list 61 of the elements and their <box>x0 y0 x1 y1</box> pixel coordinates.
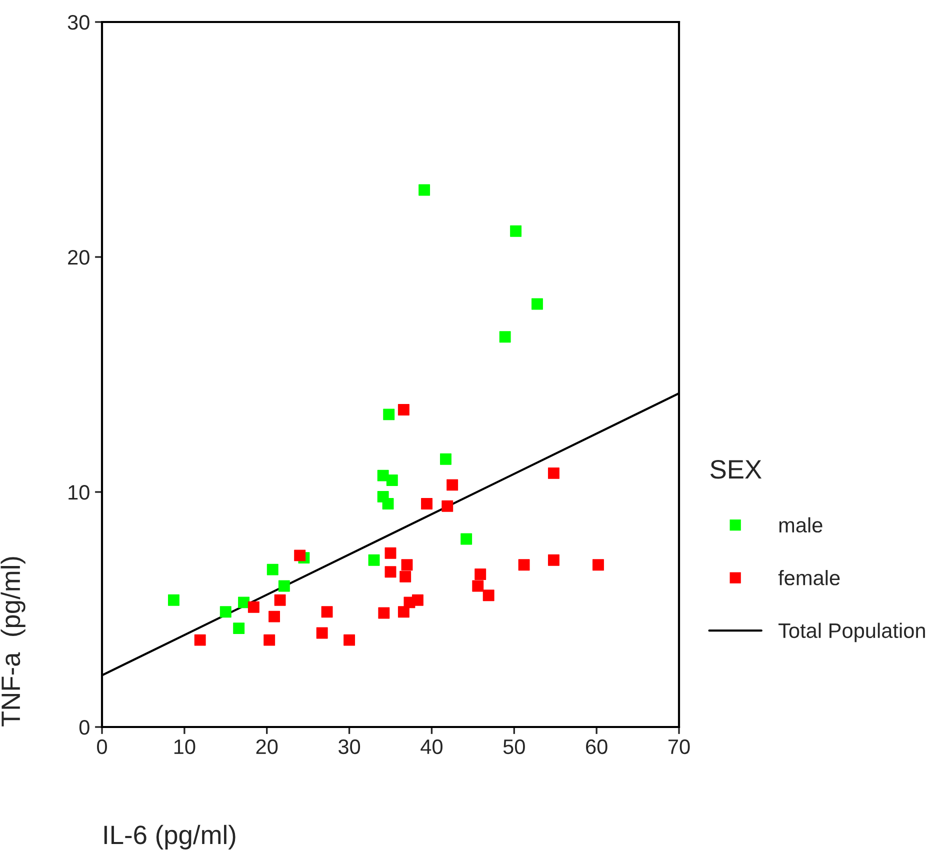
point <box>531 298 543 310</box>
point <box>412 594 424 606</box>
y-tick-label: 0 <box>79 720 90 735</box>
point <box>264 634 276 646</box>
point <box>510 225 522 237</box>
x-tick-label: 10 <box>174 739 196 754</box>
point <box>238 596 250 608</box>
point <box>548 467 560 479</box>
x-axis-title: IL-6 (pg/ml) <box>104 824 236 850</box>
point <box>398 404 410 416</box>
point <box>316 627 328 639</box>
point <box>472 580 484 592</box>
point <box>294 550 306 562</box>
point <box>400 570 412 582</box>
y-axis-title: TNF-a (pg/ml) <box>0 557 26 726</box>
point <box>382 498 394 510</box>
point <box>383 408 395 420</box>
point <box>368 554 380 566</box>
x-tick-label: 0 <box>97 739 107 754</box>
point <box>398 606 410 618</box>
y-tick-label: 10 <box>68 485 90 500</box>
point <box>194 634 206 646</box>
y-tick-label: 20 <box>68 250 90 265</box>
point <box>446 479 458 491</box>
point <box>548 554 560 566</box>
point <box>460 533 472 545</box>
legend-label: female <box>778 570 840 586</box>
x-tick-label: 20 <box>256 739 278 754</box>
point <box>440 453 452 465</box>
point <box>168 594 180 606</box>
point <box>220 606 232 618</box>
point <box>248 601 260 613</box>
legend-label: Total Population <box>778 622 925 642</box>
point <box>474 568 486 580</box>
point <box>233 622 245 634</box>
point <box>518 559 530 571</box>
point <box>386 474 398 486</box>
y-tick-label: 30 <box>68 15 90 30</box>
x-tick-label: 60 <box>586 739 608 754</box>
x-tick-label: 50 <box>503 739 525 754</box>
x-tick-label: 70 <box>668 739 690 754</box>
point <box>499 331 511 343</box>
x-tick-label: 30 <box>338 739 360 754</box>
point <box>592 559 604 571</box>
x-tick-label: 40 <box>420 739 442 754</box>
point <box>268 610 280 622</box>
point <box>401 559 413 571</box>
point <box>418 184 430 196</box>
point <box>274 594 286 606</box>
point <box>378 607 390 619</box>
legend-title: SEX <box>710 460 762 479</box>
point <box>278 580 290 592</box>
point <box>442 500 454 512</box>
point <box>344 634 356 646</box>
point <box>384 547 396 559</box>
point <box>482 590 494 602</box>
point <box>421 498 432 510</box>
point <box>384 566 396 578</box>
point <box>266 564 278 576</box>
point <box>321 606 333 618</box>
legend-label: male <box>779 517 822 533</box>
